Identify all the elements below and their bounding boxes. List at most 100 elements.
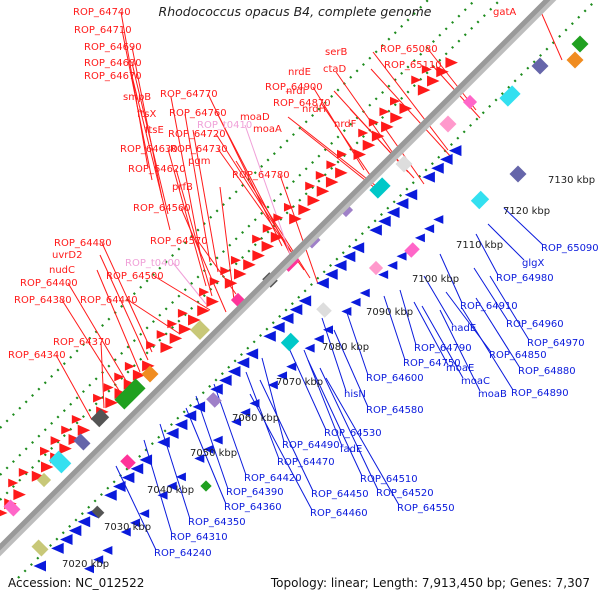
- reverse-gene-arrow-row2-33: [378, 270, 389, 280]
- gene-label-ROP_64890: ROP_64890: [511, 388, 569, 399]
- reverse-gene-arrow-45: [431, 162, 444, 174]
- gene-label-ROP_64600: ROP_64600: [366, 373, 424, 384]
- forward-gene-arrow-row2-26: [283, 202, 294, 212]
- gene-label-ROP_64530: ROP_64530: [324, 428, 382, 439]
- reverse-gene-arrow-34: [334, 259, 347, 271]
- gene-label-ROP_64780: ROP_64780: [232, 170, 290, 181]
- reverse-gene-arrow-40: [387, 206, 400, 218]
- gene-label-nadE: nadE: [451, 323, 476, 334]
- connector-line-reverse-3: [475, 233, 499, 276]
- rna-label-ROP_t0410: ROP_t0410: [197, 120, 252, 131]
- kbp-tick-label-3: 7040 kbp: [147, 485, 194, 496]
- forward-gene-arrow-row2-5: [61, 425, 72, 435]
- gene-label-ROP_64730: ROP_64730: [170, 144, 228, 155]
- forward-gene-arrow-18: [160, 342, 173, 354]
- connector-line-reverse-22: [245, 371, 280, 460]
- reverse-gene-arrow-row2-3: [102, 546, 113, 555]
- gene-label-ctaD: ctaD: [323, 64, 347, 75]
- reverse-gene-arrow-18: [192, 401, 206, 413]
- reverse-gene-arrow-row2-21: [267, 380, 278, 390]
- reverse-gene-arrow-row2-18: [240, 408, 251, 417]
- gene-labels: 7020 kbp 7030 kbp 7040 kbp 7050 kbp 7060 kbp…: [8, 7, 599, 570]
- reverse-gene-arrow-row2-29: [341, 307, 352, 316]
- gene-label-nrdI: nrdI: [286, 86, 306, 97]
- reverse-gene-arrow-5: [77, 516, 91, 528]
- reverse-gene-arrow-30: [298, 295, 312, 307]
- connector-line-forward-25: [279, 174, 319, 285]
- feature-box-11: [395, 155, 413, 173]
- connector-line-forward-18: [100, 341, 105, 409]
- reverse-gene-arrow-4: [68, 525, 82, 537]
- forward-gene-arrow-row2-25: [273, 213, 284, 223]
- connector-line-reverse-12: [413, 301, 449, 366]
- reverse-gene-arrow-row2-2: [93, 555, 104, 565]
- reverse-gene-arrow-29: [289, 304, 303, 316]
- forward-gene-arrow-43: [390, 112, 403, 124]
- forward-gene-arrow-40: [362, 139, 376, 151]
- feature-box-4: [114, 378, 146, 410]
- gene-label-pgm: pgm: [188, 156, 210, 167]
- connector-line-forward-13: [101, 242, 153, 353]
- gene-label-ROP_64420: ROP_64420: [244, 473, 302, 484]
- forward-gene-arrow-49: [445, 57, 458, 69]
- forward-gene-arrow-9: [77, 424, 91, 436]
- gene-label-moaE: moaE: [446, 363, 474, 374]
- feature-box-14: [499, 85, 521, 107]
- forward-gene-arrow-row2-0: [8, 478, 19, 488]
- forward-gene-arrow-row2-9: [103, 383, 114, 392]
- connector-line-reverse-4: [439, 253, 463, 304]
- connector-line-forward-3: [131, 46, 163, 199]
- reverse-gene-arrow-row2-25: [304, 343, 315, 353]
- reverse-gene-arrow-row2-5: [120, 527, 131, 537]
- gene-label-ROP_64680: ROP_64680: [84, 58, 142, 69]
- forward-gene-arrow-row2-1: [18, 467, 29, 477]
- connector-line-reverse-32: [143, 439, 173, 535]
- gene-label-hisN: hisN: [344, 389, 366, 400]
- reverse-gene-arrow-22: [227, 366, 241, 378]
- gene-label-ROP_64870: ROP_64870: [273, 98, 331, 109]
- forward-gene-arrow-row2-36: [390, 96, 401, 106]
- reverse-gene-arrow-10: [121, 472, 135, 484]
- forward-gene-arrow-row2-33: [358, 128, 369, 138]
- connector-line-forward-17: [61, 299, 121, 393]
- connector-line-forward-9: [167, 148, 207, 287]
- label-connector-lines: [55, 11, 563, 551]
- connector-line-forward-30: [320, 102, 373, 179]
- gene-label-ROP_64440: ROP_64440: [80, 295, 138, 306]
- gene-label-ROP_64380: ROP_64380: [14, 295, 72, 306]
- connector-line-reverse-17: [333, 329, 369, 408]
- feature-box-1: [3, 499, 21, 517]
- forward-gene-arrow-row2-10: [114, 372, 125, 382]
- forward-gene-arrow-15: [132, 369, 146, 381]
- forward-gene-arrow-26: [234, 268, 247, 280]
- reverse-gene-arrow-row2-22: [277, 371, 288, 381]
- forward-gene-arrow-37: [335, 167, 348, 179]
- gene-label-ROP_64980: ROP_64980: [496, 273, 554, 284]
- connector-line-reverse-29: [249, 393, 313, 511]
- forward-gene-arrow-row2-31: [337, 149, 348, 159]
- connector-line-reverse-5: [473, 267, 509, 322]
- kbp-dotted-line-2: [17, 0, 598, 579]
- feature-box-low-4: [206, 392, 222, 408]
- connector-line-forward-4: [131, 62, 169, 215]
- kbp-tick-label-11: 7120 kbp: [503, 206, 550, 217]
- forward-gene-arrow-row2-19: [209, 277, 220, 286]
- connector-line-reverse-25: [319, 367, 379, 491]
- connector-line-forward-14: [99, 254, 149, 361]
- forward-gene-arrow-48: [436, 66, 449, 78]
- forward-gene-arrow-34: [307, 194, 321, 206]
- connector-line-reverse-2: [487, 223, 525, 261]
- connector-line-reverse-13: [421, 305, 464, 379]
- accession-text: Accession: NC_012522: [8, 576, 145, 590]
- forward-gene-arrow-row2-35: [379, 107, 390, 117]
- forward-gene-arrow-row2-28: [305, 181, 316, 191]
- forward-gene-arrow-row2-39: [421, 64, 432, 74]
- forward-gene-arrow-42: [381, 121, 394, 133]
- reverse-gene-arrow-row2-27: [322, 325, 333, 335]
- gene-label-ROP_64960: ROP_64960: [506, 319, 564, 330]
- gene-label-ROP_64770: ROP_64770: [160, 89, 218, 100]
- gene-label-moaB: moaB: [478, 389, 507, 400]
- gene-label-ROP_64850: ROP_64850: [489, 350, 547, 361]
- gene-label-ROP_64550: ROP_64550: [397, 503, 455, 514]
- forward-gene-arrow-row2-6: [71, 414, 82, 424]
